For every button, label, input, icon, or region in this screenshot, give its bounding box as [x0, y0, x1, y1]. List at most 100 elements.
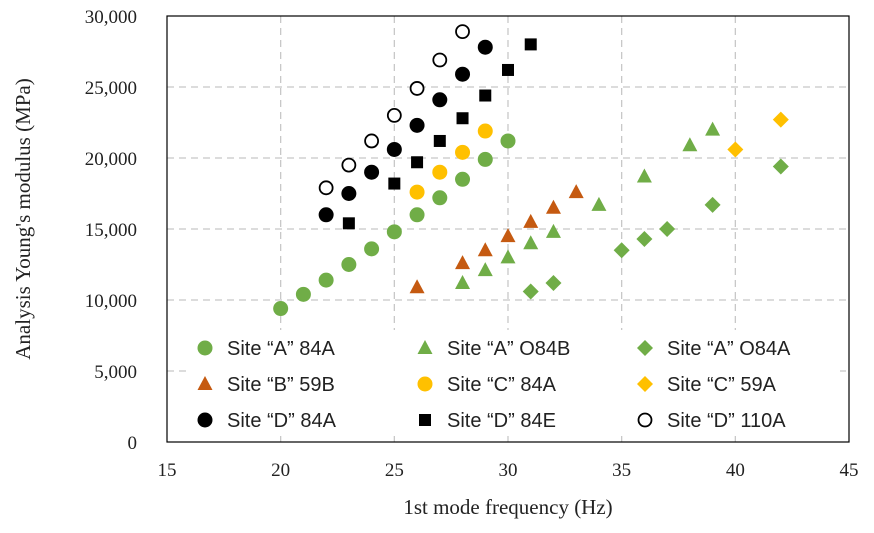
legend-label: Site “A” O84B — [447, 338, 570, 360]
legend: Site “A” 84A Site “A” O84B Site “A” O84A Si… — [197, 338, 791, 432]
series-9 — [318, 24, 470, 196]
data-point — [523, 213, 539, 228]
data-point — [522, 283, 539, 300]
data-point — [318, 180, 334, 196]
legend-background — [190, 330, 840, 436]
data-point — [295, 286, 311, 302]
data-point — [477, 262, 493, 277]
data-point — [318, 272, 334, 288]
data-point — [636, 230, 653, 247]
legend-marker — [637, 340, 653, 356]
legend-label: Site “D” 84A — [227, 410, 337, 432]
series-3 — [522, 158, 789, 300]
x-tick-label: 40 — [726, 460, 745, 481]
data-point — [318, 207, 334, 223]
data-point — [388, 177, 401, 190]
legend-marker — [197, 412, 213, 428]
y-tick-label: 10,000 — [85, 291, 137, 312]
data-point — [524, 38, 537, 51]
data-point — [455, 171, 471, 187]
data-point — [432, 190, 448, 206]
data-point — [545, 223, 561, 238]
data-point — [411, 156, 424, 169]
plot-frame — [166, 15, 850, 443]
data-point — [341, 257, 357, 272]
data-point — [341, 186, 357, 201]
data-point — [409, 81, 425, 96]
legend-label: Site “A” O84A — [667, 338, 791, 360]
legend-entry: Site “B” 59B — [197, 374, 335, 396]
legend-entry: Site “D” 84A — [197, 410, 337, 432]
data-point — [273, 301, 289, 317]
series-6 — [727, 111, 789, 158]
x-tick-label: 20 — [271, 460, 290, 481]
x-axis-label: 1st mode frequency (Hz) — [403, 495, 612, 519]
series-5 — [409, 123, 493, 200]
series-2 — [455, 121, 721, 289]
data-point — [502, 63, 514, 76]
legend-label: Site “D” 110A — [667, 410, 786, 432]
y-tick-label: 20,000 — [85, 149, 137, 170]
x-tick-label: 30 — [499, 460, 518, 481]
data-point — [477, 123, 493, 139]
y-tick-label: 15,000 — [85, 220, 137, 241]
data-point — [500, 228, 516, 243]
data-point — [500, 249, 516, 264]
data-point — [342, 217, 355, 230]
data-point — [409, 279, 425, 294]
data-point — [477, 39, 493, 55]
legend-label: Site “B” 59B — [227, 374, 335, 396]
data-point — [455, 66, 471, 82]
legend-marker — [197, 376, 213, 390]
legend-label: Site “C” 59A — [667, 374, 777, 396]
data-point — [772, 111, 789, 128]
legend-label: Site “D” 84E — [447, 410, 556, 432]
data-points — [273, 24, 789, 317]
y-tick-label: 30,000 — [85, 7, 137, 28]
data-point — [455, 274, 471, 289]
legend-marker — [637, 376, 653, 392]
data-point — [433, 134, 446, 147]
data-point — [636, 168, 652, 183]
data-point — [613, 242, 630, 259]
x-tick-label: 35 — [612, 460, 631, 481]
legend-entry: Site “D” 110A — [637, 410, 786, 432]
y-tick-label: 5,000 — [94, 362, 137, 383]
legend-entry: Site “C” 59A — [637, 374, 777, 396]
tick-labels: 15 20 25 30 35 40 45 0 5,000 10,000 15,000 20,000 25… — [85, 7, 859, 481]
data-point — [682, 137, 698, 152]
legend-marker — [417, 340, 433, 354]
legend-entry: Site “D” 84E — [419, 410, 556, 432]
series-1 — [273, 133, 516, 317]
data-point — [364, 164, 380, 180]
legend-entry: Site “C” 84A — [417, 374, 557, 396]
series-8 — [342, 38, 537, 230]
legend-marker — [417, 376, 433, 392]
data-point — [364, 133, 380, 149]
data-point — [477, 242, 493, 257]
legend-marker — [197, 340, 213, 356]
data-point — [455, 144, 471, 160]
data-point — [432, 164, 448, 180]
x-tick-label: 15 — [158, 460, 177, 481]
data-point — [364, 241, 380, 257]
data-point — [772, 158, 789, 175]
data-point — [704, 196, 721, 213]
y-axis-label: Analysis Young's modulus (MPa) — [11, 78, 35, 360]
legend-label: Site “A” 84A — [227, 338, 335, 360]
data-point — [500, 133, 516, 149]
series-4 — [409, 184, 584, 294]
data-point — [409, 184, 425, 200]
data-point — [455, 24, 470, 40]
data-point — [341, 157, 357, 173]
data-point — [659, 221, 676, 237]
legend-entry: Site “A” 84A — [197, 338, 335, 360]
y-tick-label: 25,000 — [85, 78, 137, 99]
legend-label: Site “C” 84A — [447, 374, 557, 396]
data-point — [523, 235, 539, 250]
data-point — [568, 184, 584, 199]
data-point — [386, 141, 402, 157]
data-point — [432, 92, 448, 108]
x-tick-label: 45 — [840, 460, 859, 481]
